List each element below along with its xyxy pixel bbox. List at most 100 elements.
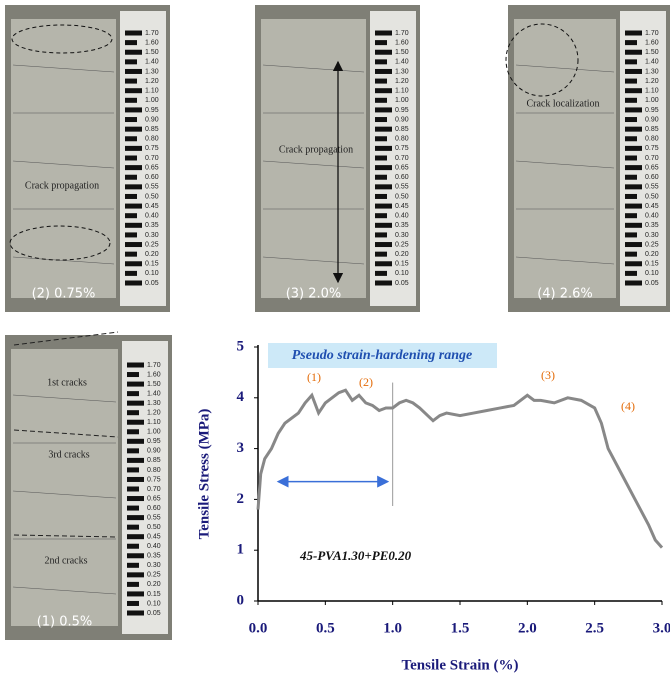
ruler-bar xyxy=(375,184,392,190)
ruler-label: 0.75 xyxy=(645,145,659,152)
ruler-bar xyxy=(125,49,142,55)
ruler-label: 0.45 xyxy=(145,203,159,210)
crack xyxy=(12,160,115,169)
ruler-bar xyxy=(375,261,392,267)
ruler-label: 0.95 xyxy=(395,107,409,114)
ruler-label: 0.85 xyxy=(395,126,409,133)
point-annotation: (1) xyxy=(307,370,321,384)
ruler-bar xyxy=(625,97,637,103)
ruler-label: 0.80 xyxy=(147,467,161,474)
ruler-label: 0.95 xyxy=(145,107,159,114)
ruler-bar xyxy=(375,126,392,132)
ruler-label: 0.90 xyxy=(395,116,409,123)
ruler-label: 1.30 xyxy=(645,68,659,75)
ruler-bar xyxy=(375,59,387,65)
ruler-bar xyxy=(127,438,144,444)
ruler-bar xyxy=(127,496,144,502)
ruler-bar xyxy=(375,107,392,113)
ruler-label: 0.90 xyxy=(147,448,161,455)
ruler-label: 0.70 xyxy=(645,155,659,162)
ruler-label: 0.05 xyxy=(645,280,659,287)
ruler-label: 0.55 xyxy=(395,184,409,191)
ruler-bar xyxy=(127,391,139,397)
crack xyxy=(262,256,365,265)
ruler-bar xyxy=(375,203,392,209)
ruler-bar xyxy=(125,232,137,238)
ruler-bar xyxy=(127,524,139,530)
ruler-bar xyxy=(625,59,637,65)
ruler-bar xyxy=(375,242,392,248)
y-tick-label: 3 xyxy=(237,440,245,456)
ruler-bar xyxy=(127,534,144,540)
ruler-label: 1.10 xyxy=(395,88,409,95)
ruler-label: 0.70 xyxy=(145,155,159,162)
ruler-bar xyxy=(125,155,137,161)
ruler-label: 0.20 xyxy=(395,251,409,258)
ruler-bar xyxy=(375,155,387,161)
ruler-bar xyxy=(125,136,137,142)
mark-circle xyxy=(505,23,579,97)
ruler-bar xyxy=(127,476,144,482)
ruler-label: 1.20 xyxy=(145,78,159,85)
ruler-label: 1.60 xyxy=(645,39,659,46)
ruler-bar xyxy=(127,505,139,511)
crack xyxy=(12,64,115,73)
data-line xyxy=(256,388,664,549)
ruler-bar xyxy=(127,515,144,521)
ruler-label: 0.75 xyxy=(145,145,159,152)
ruler-bar xyxy=(625,107,642,113)
ruler-bar xyxy=(375,117,387,123)
ruler-bar xyxy=(625,155,637,161)
ruler-bar xyxy=(127,562,139,568)
ruler-label: 0.65 xyxy=(147,495,161,502)
ruler-label: 0.75 xyxy=(147,476,161,483)
ruler-label: 0.50 xyxy=(645,193,659,200)
ruler-label: 0.30 xyxy=(147,562,161,569)
ruler-bar xyxy=(125,203,142,209)
ruler-bar xyxy=(125,78,137,84)
ruler-bar xyxy=(127,581,139,587)
ruler-bar xyxy=(375,49,392,55)
ruler-bar xyxy=(127,429,139,435)
ruler-bar xyxy=(625,213,637,219)
mark-ellipse xyxy=(9,225,111,261)
ruler-bar xyxy=(375,68,392,74)
crack xyxy=(262,64,365,73)
ruler-bar xyxy=(125,184,142,190)
ruler-label: 0.25 xyxy=(395,241,409,248)
ruler-label: 1.60 xyxy=(147,371,161,378)
ruler-bar xyxy=(625,184,642,190)
ruler-label: 0.10 xyxy=(147,600,161,607)
ruler-bar xyxy=(375,40,387,46)
crack xyxy=(262,160,365,169)
ruler-label: 0.55 xyxy=(147,514,161,521)
ruler-bar xyxy=(375,165,392,171)
ruler-bar xyxy=(375,145,392,151)
x-tick-label: 2.5 xyxy=(585,620,604,636)
crack xyxy=(12,586,117,595)
ruler-bar xyxy=(625,232,637,238)
photo-annotation: 2nd cracks xyxy=(44,555,87,566)
ruler-label: 0.35 xyxy=(395,222,409,229)
ruler-label: 0.80 xyxy=(395,136,409,143)
ruler-label: 0.50 xyxy=(147,524,161,531)
ruler-bar xyxy=(127,600,139,606)
ruler-label: 0.60 xyxy=(645,174,659,181)
ruler-label: 0.45 xyxy=(645,203,659,210)
ruler-label: 1.00 xyxy=(145,97,159,104)
mark-dash xyxy=(13,534,119,538)
ruler-label: 1.20 xyxy=(395,78,409,85)
ruler-label: 1.00 xyxy=(147,429,161,436)
ruler-label: 0.45 xyxy=(395,203,409,210)
x-axis-label: Tensile Strain (%) xyxy=(402,657,519,673)
ruler-label: 1.70 xyxy=(395,30,409,37)
ruler-label: 1.30 xyxy=(147,400,161,407)
specimen xyxy=(261,19,366,298)
x-tick-label: 0.5 xyxy=(316,620,335,636)
ruler-bar xyxy=(375,30,392,36)
ruler-label: 0.95 xyxy=(147,438,161,445)
ruler-label: 0.15 xyxy=(645,261,659,268)
ruler-bar xyxy=(125,280,142,286)
ruler-label: 0.15 xyxy=(145,261,159,268)
ruler-bar xyxy=(375,251,387,257)
